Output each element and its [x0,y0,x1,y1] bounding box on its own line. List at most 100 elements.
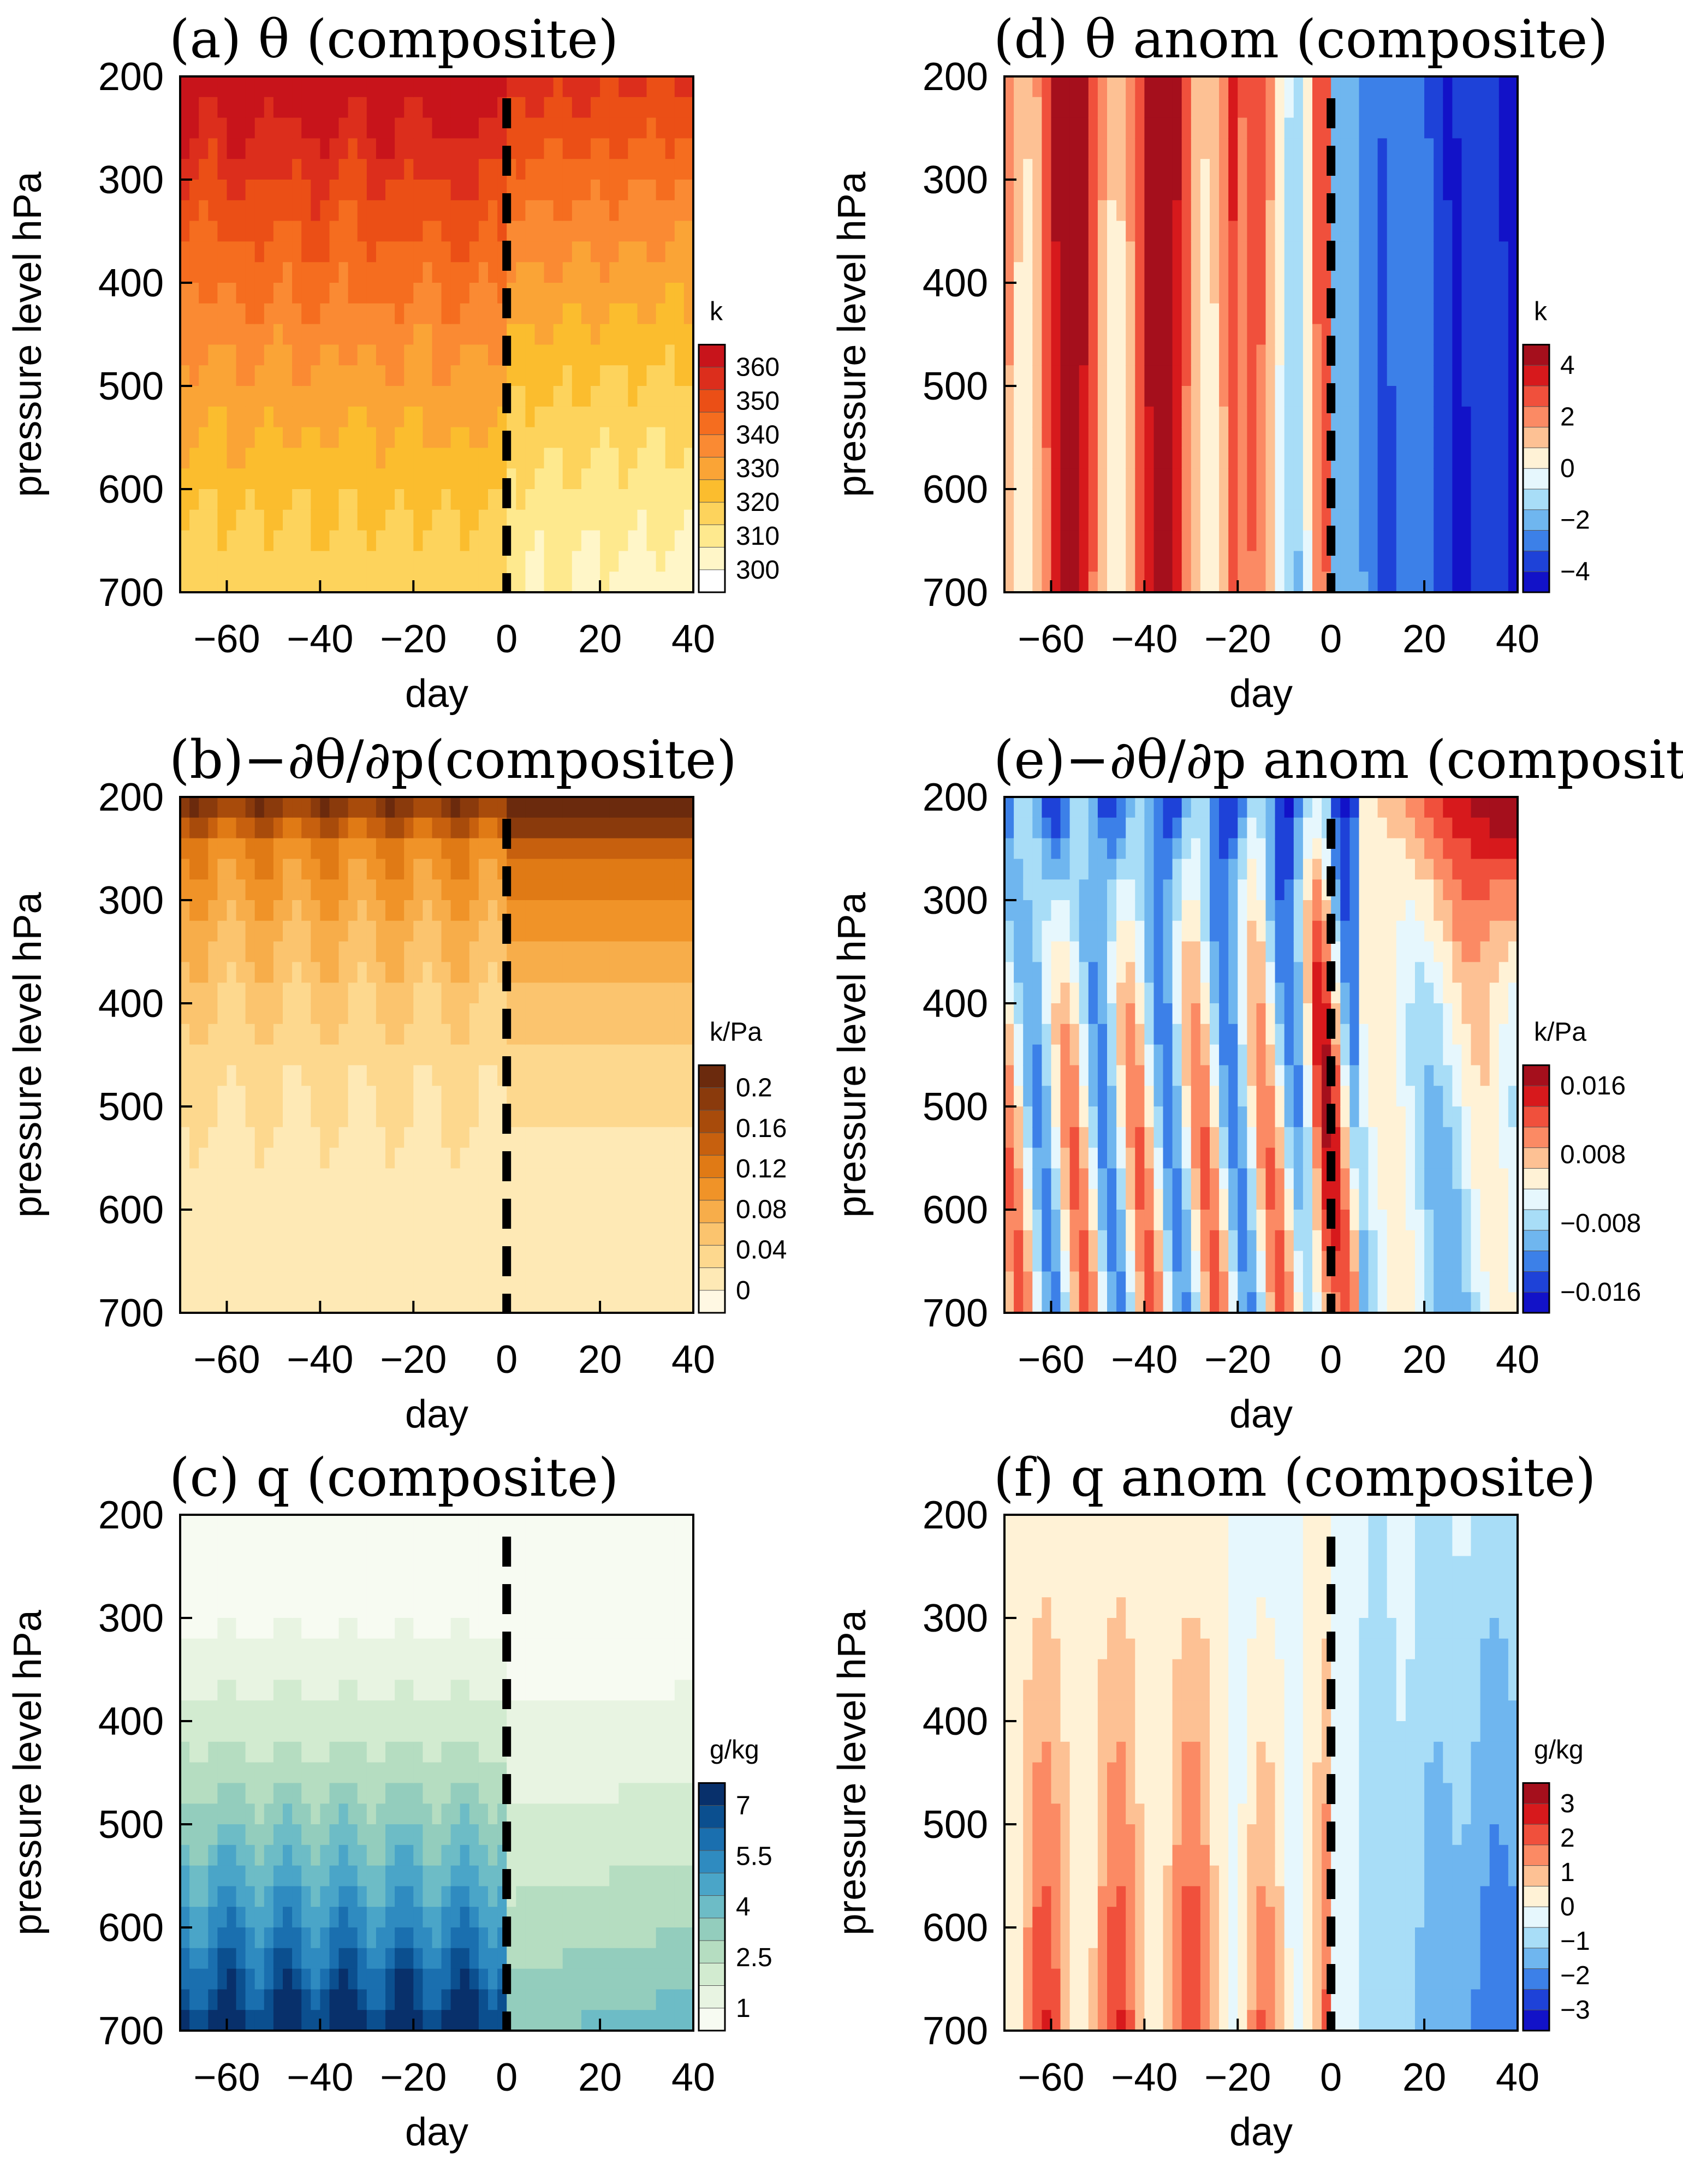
heatmap-cell [1228,180,1239,201]
heatmap-cell [1265,386,1276,407]
heatmap-cell [395,1230,405,1252]
heatmap-cell [264,1515,274,1536]
heatmap-cell [562,879,573,901]
heatmap-cell [488,365,498,386]
heatmap-cell [534,1147,545,1169]
heatmap-cell [674,1023,685,1045]
heatmap-cell [562,1762,573,1784]
heatmap-cell [189,1535,199,1557]
heatmap-cell [236,117,246,139]
heatmap-cell [665,324,675,346]
heatmap-cell [450,1968,461,1990]
heatmap-cell [1116,365,1126,386]
heatmap-cell [395,1189,405,1210]
heatmap-cell [366,900,377,921]
heatmap-cell [227,76,237,98]
heatmap-cell [432,572,442,593]
colorbar-swatch [698,389,725,413]
heatmap-cell [208,983,218,1004]
heatmap-cell [423,1576,433,1598]
y-tick-label: 600 [98,468,164,511]
heatmap-cell [1032,448,1043,469]
heatmap-cell [432,1230,442,1252]
heatmap-cell [217,76,228,98]
heatmap-cell [646,838,657,860]
heatmap-cell [423,551,433,572]
heatmap-cell [357,859,367,880]
heatmap-cell [208,1741,218,1763]
heatmap-cell [217,159,228,180]
heatmap-cell [553,1189,563,1210]
heatmap-cell [665,1189,675,1210]
heatmap-cell [665,1535,675,1557]
heatmap-cell [366,221,377,242]
colorbar-tick-label: 0.08 [736,1195,787,1224]
heatmap-cell [385,983,395,1004]
heatmap-cell [404,1927,414,1949]
heatmap-cell [208,1535,218,1557]
heatmap-cell [1144,509,1155,531]
heatmap-cell [544,530,554,552]
heatmap-cell [180,1535,190,1557]
heatmap-cell [320,1927,330,1949]
heatmap-cell [609,303,620,325]
heatmap-cell [273,1147,283,1169]
heatmap-cell [180,1147,190,1169]
heatmap-cell [478,1044,489,1066]
heatmap-cell [637,1597,647,1618]
heatmap-cell [208,138,218,159]
heatmap-cell [236,900,246,921]
heatmap-cell [292,817,302,839]
heatmap-cell [478,1968,489,1990]
heatmap-cell [1181,159,1192,180]
heatmap-cell [273,200,283,222]
y-tick-label: 700 [98,2009,164,2053]
y-tick-label: 500 [98,1803,164,1847]
heatmap-cell [683,262,694,283]
heatmap-cell [404,1230,414,1252]
heatmap-cell [236,180,246,201]
heatmap-cell [180,797,190,818]
heatmap-cell [329,76,340,98]
heatmap-cell [562,838,573,860]
heatmap-cell [488,1106,498,1128]
heatmap-cell [1144,344,1155,366]
heatmap-cell [273,1271,283,1293]
heatmap-cell [1097,76,1108,98]
heatmap-cell [199,1556,209,1578]
heatmap-cell [208,530,218,552]
heatmap-cell [553,920,563,942]
heatmap-cell [357,1189,367,1210]
heatmap-cell [227,406,237,428]
heatmap-cell [423,1948,433,1969]
heatmap-cell [619,241,629,263]
heatmap-cell [1042,344,1052,366]
heatmap-cell [600,1824,610,1846]
heatmap-cell [609,180,620,201]
heatmap-cell [348,1638,358,1660]
heatmap-cell [1079,551,1089,572]
heatmap-cell [432,1271,442,1293]
heatmap-cell [357,1292,367,1313]
heatmap-cell [674,530,685,552]
heatmap-cell [683,1003,694,1025]
heatmap-cell [665,1886,675,1907]
heatmap-cell [254,838,265,860]
heatmap-cell [619,920,629,942]
heatmap-cell [227,117,237,139]
heatmap-cell [637,1292,647,1313]
heatmap-cell [264,962,274,983]
heatmap-cell [180,1065,190,1086]
heatmap-cell [646,76,657,98]
heatmap-cell [245,448,255,469]
colorbar-swatch [698,1267,725,1291]
heatmap-cell [208,817,218,839]
heatmap-cell [646,1618,657,1639]
heatmap-cell [544,468,554,490]
heatmap-cell [450,797,461,818]
heatmap-cell [1069,262,1080,283]
heatmap-cell [478,900,489,921]
heatmap-cell [254,1886,265,1907]
heatmap-cell [665,138,675,159]
heatmap-cell [413,1927,424,1949]
